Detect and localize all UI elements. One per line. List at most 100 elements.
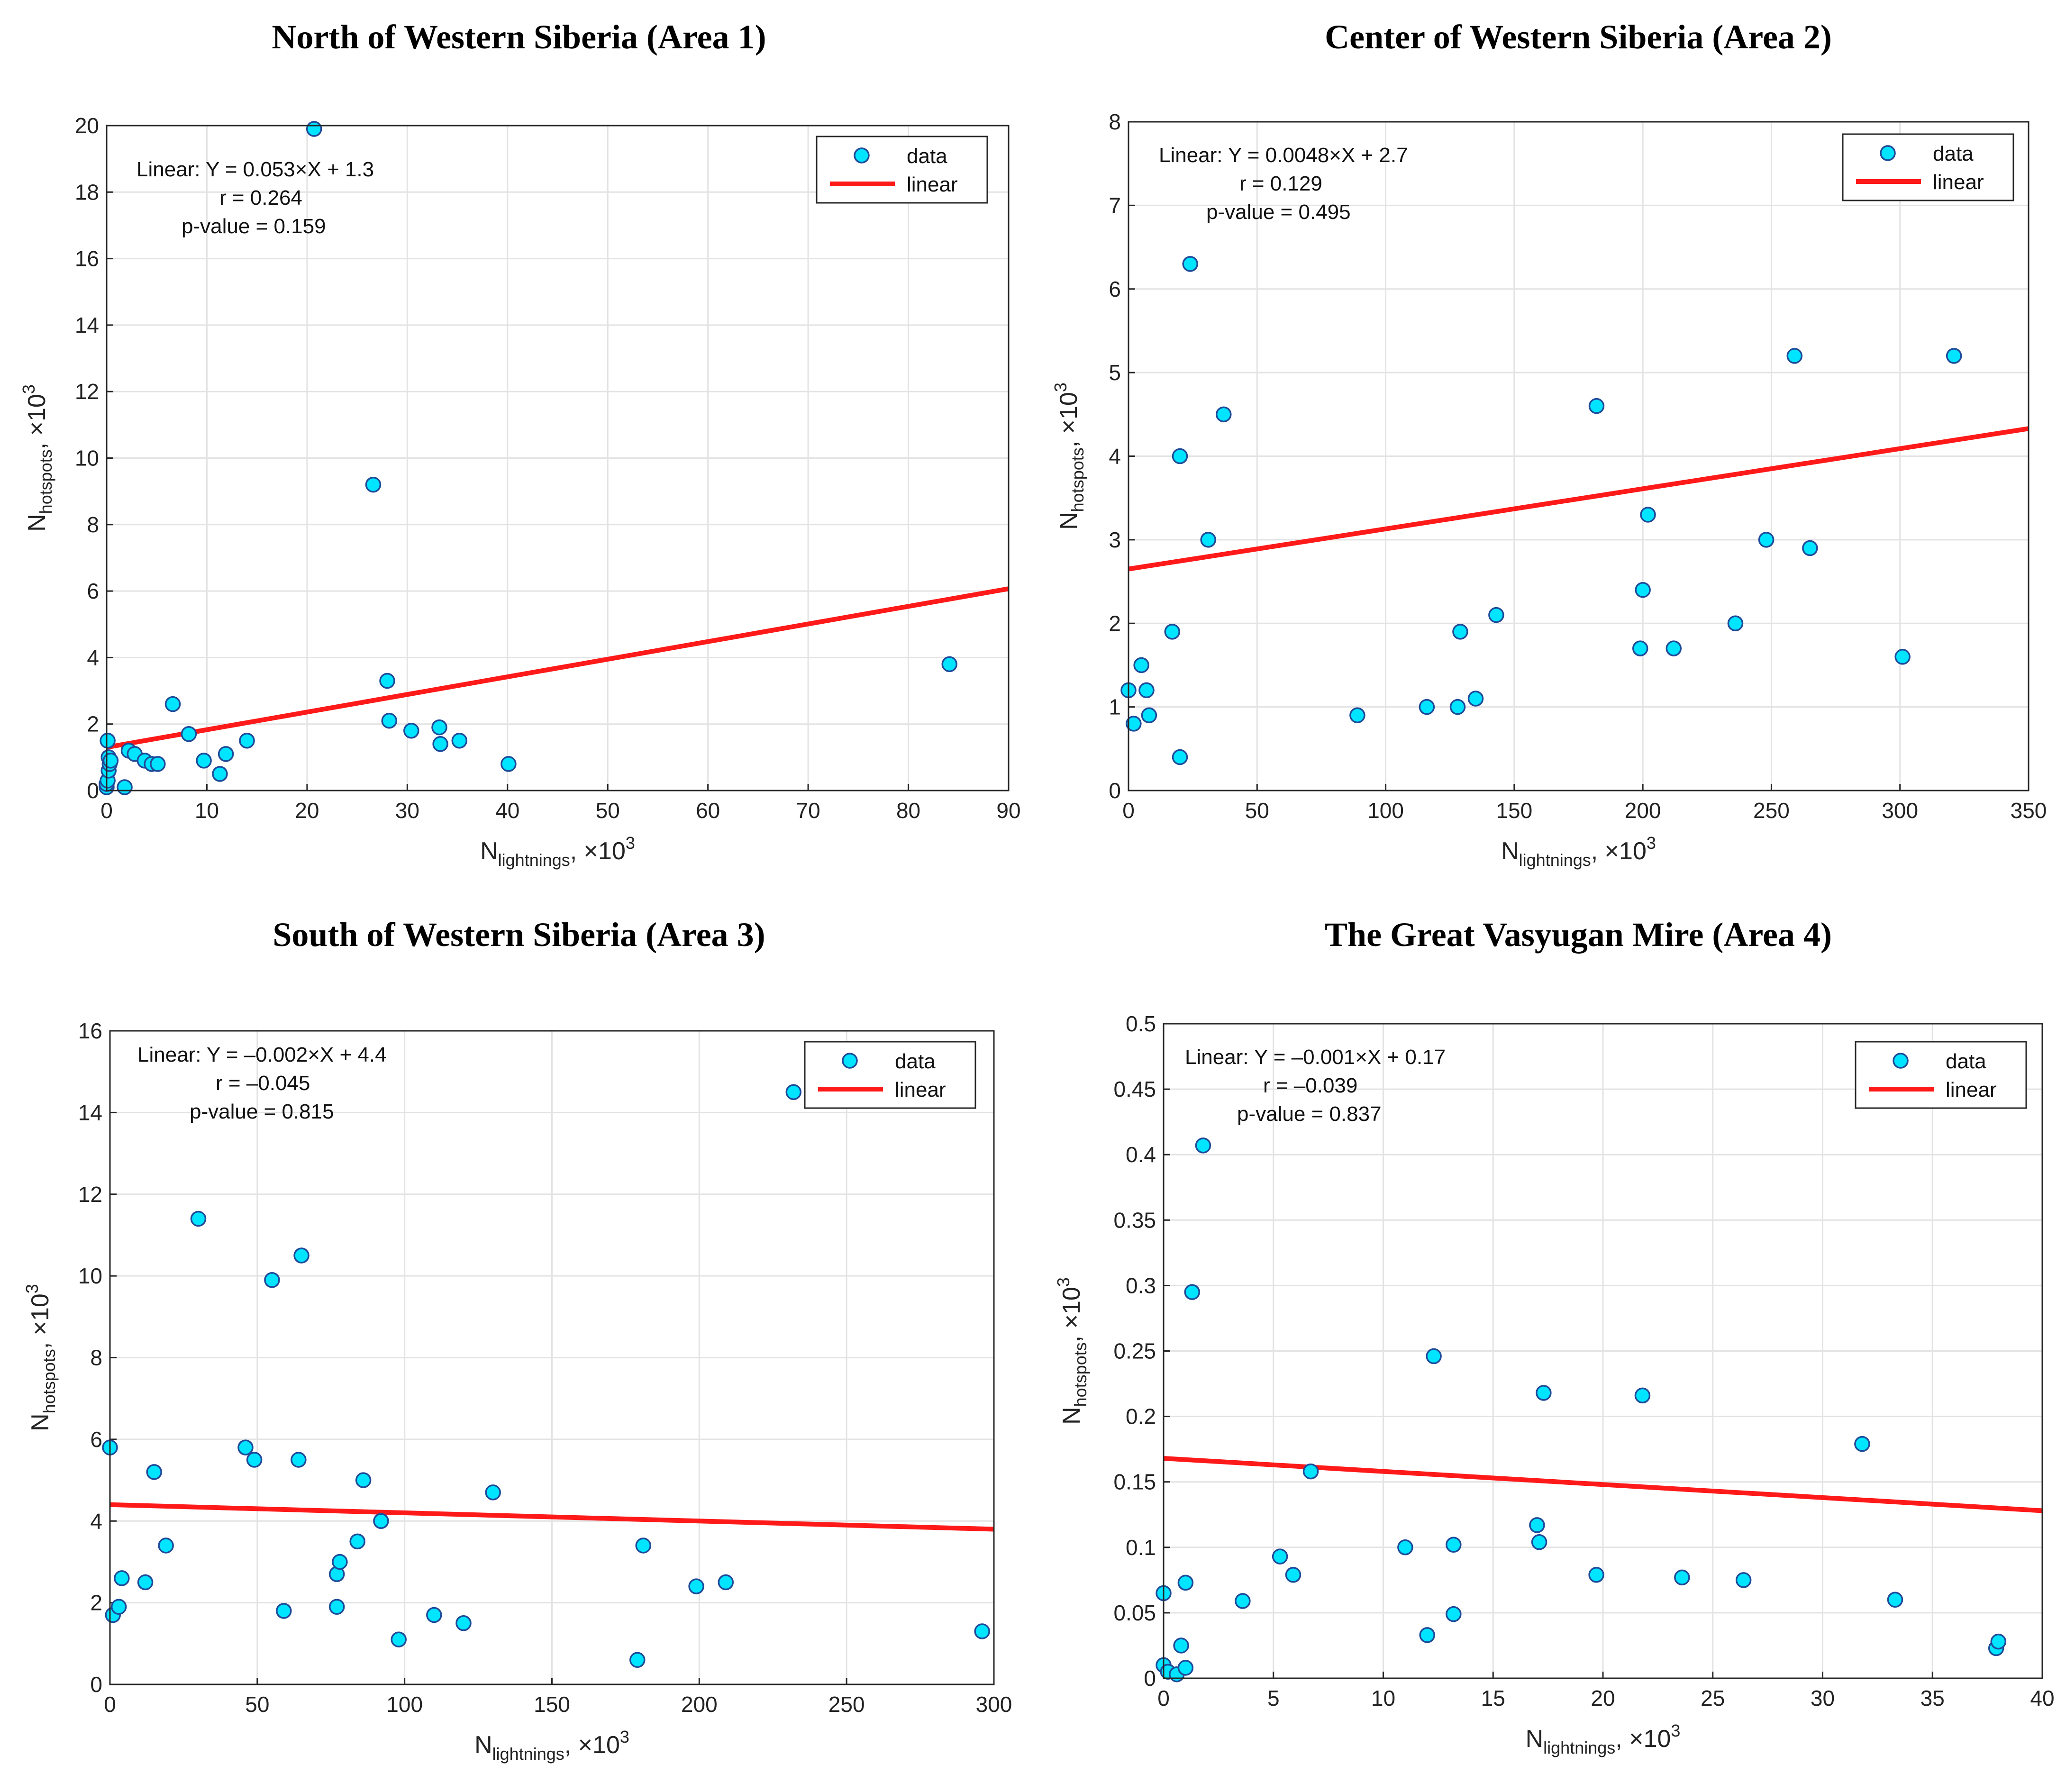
y-tick-label: 0.4: [1126, 1142, 1156, 1167]
y-tick-label: 1: [1109, 695, 1121, 719]
x-tick-label: 30: [1811, 1686, 1835, 1710]
y-axis-label-sup: 3: [19, 384, 38, 394]
data-point: [117, 779, 133, 795]
data-point: [196, 753, 212, 769]
y-tick-label: 0.3: [1126, 1273, 1156, 1298]
y-tick-label: 20: [75, 113, 99, 138]
data-point: [1588, 398, 1605, 414]
x-tick-label: 150: [1496, 798, 1532, 823]
data-point: [332, 1554, 348, 1570]
data-point: [114, 1570, 130, 1586]
data-point: [1887, 1592, 1903, 1608]
legend-marker-data: [842, 1053, 858, 1069]
y-tick-label: 12: [75, 379, 99, 404]
y-tick-label: 0.15: [1113, 1470, 1156, 1494]
legend: data linear: [816, 136, 988, 204]
data-point: [1138, 682, 1155, 699]
x-tick-label: 40: [2030, 1686, 2054, 1710]
data-point: [110, 1599, 127, 1615]
y-axis-label-suffix: , ×10: [1058, 1287, 1085, 1342]
data-point: [328, 1599, 345, 1615]
legend-marker-data: [854, 147, 870, 164]
data-point: [629, 1652, 646, 1668]
legend-marker-data: [1880, 145, 1896, 161]
axes-frame: [106, 125, 1010, 791]
data-point: [1141, 707, 1157, 724]
data-point: [1126, 716, 1142, 732]
data-point: [1173, 1637, 1189, 1654]
data-point: [365, 476, 382, 493]
axes-frame: [1163, 1023, 2043, 1679]
data-point: [1419, 699, 1435, 715]
y-tick-label: 0.05: [1113, 1601, 1156, 1625]
y-tick-label: 10: [78, 1264, 102, 1288]
data-point: [432, 736, 448, 752]
y-tick-label: 0: [1144, 1666, 1156, 1691]
x-tick-label: 0: [1157, 1686, 1170, 1710]
y-tick-label: 6: [1109, 277, 1121, 301]
data-point: [1216, 406, 1232, 423]
chart-panel-1: North of Western Siberia (Area 1)0 10 20 30…: [19, 18, 1021, 870]
legend-label-linear: linear: [1946, 1078, 1997, 1101]
x-axis-label-suffix: , ×10: [564, 1731, 620, 1759]
x-axis-label-sub: lightnings: [1519, 850, 1591, 870]
chart-title: South of Western Siberia (Area 3): [273, 916, 765, 954]
fit-equation: Linear: Y = 0.0048×X + 2.7: [1159, 144, 1408, 167]
y-tick-label: 6: [90, 1427, 102, 1452]
regression-line: [1129, 426, 2029, 572]
correlation-r: r = –0.039: [1263, 1074, 1357, 1097]
y-axis-label-sup: 3: [1051, 382, 1070, 392]
data-point: [239, 733, 255, 749]
data-point: [1419, 1627, 1435, 1643]
data-point: [164, 696, 181, 712]
x-axis-label-sup: 3: [1647, 833, 1656, 853]
chart-title: Center of Western Siberia (Area 2): [1325, 18, 1832, 56]
data-point: [349, 1533, 365, 1550]
data-point: [426, 1607, 442, 1623]
data-point: [1172, 448, 1188, 464]
x-axis-label-sub: lightnings: [492, 1744, 564, 1764]
y-tick-label: 6: [87, 579, 99, 603]
y-axis-label-sup: 3: [22, 1284, 42, 1293]
x-axis-label-base: N: [480, 837, 498, 865]
data-point: [379, 673, 395, 689]
y-tick-label: 0.25: [1113, 1339, 1156, 1364]
data-point: [1446, 1606, 1462, 1622]
correlation-r: r = –0.045: [216, 1072, 310, 1095]
data-point: [485, 1484, 501, 1501]
x-tick-label: 10: [195, 798, 219, 823]
x-tick-label: 200: [681, 1692, 718, 1717]
data-point: [158, 1537, 174, 1554]
y-tick-label: 16: [78, 1019, 102, 1043]
x-tick-label: 80: [896, 798, 920, 823]
legend-label-data: data: [907, 145, 947, 168]
data-point: [1397, 1539, 1413, 1555]
x-axis-label-sup: 3: [1671, 1721, 1680, 1740]
data-point: [1177, 1574, 1194, 1591]
x-tick-label: 300: [976, 1692, 1012, 1717]
y-tick-label: 4: [90, 1509, 102, 1533]
data-point: [1666, 640, 1682, 656]
data-point: [501, 756, 517, 772]
x-axis-label: Nlightnings, ×103: [1501, 833, 1656, 870]
data-point: [1854, 1436, 1870, 1452]
y-axis-label-suffix: , ×10: [23, 394, 51, 449]
x-axis-label-suffix: , ×10: [570, 837, 626, 865]
data-point: [431, 719, 447, 736]
y-axis-label-suffix: , ×10: [1055, 392, 1083, 447]
y-axis-label: Nhotspots, ×103: [22, 1284, 59, 1431]
x-axis-label-sup: 3: [626, 833, 635, 853]
data-point: [1467, 691, 1484, 707]
data-point: [1426, 1348, 1442, 1364]
data-point: [1990, 1633, 2007, 1650]
data-point: [1349, 707, 1365, 724]
y-axis-label: Nhotspots, ×103: [19, 384, 55, 532]
y-tick-label: 5: [1109, 360, 1121, 385]
y-axis-label-sub: hotspots: [36, 449, 55, 514]
data-point: [1285, 1567, 1301, 1583]
data-point: [1802, 540, 1818, 556]
data-point: [1172, 749, 1188, 765]
x-tick-label: 15: [1481, 1686, 1505, 1710]
axes-frame: [109, 1030, 995, 1685]
